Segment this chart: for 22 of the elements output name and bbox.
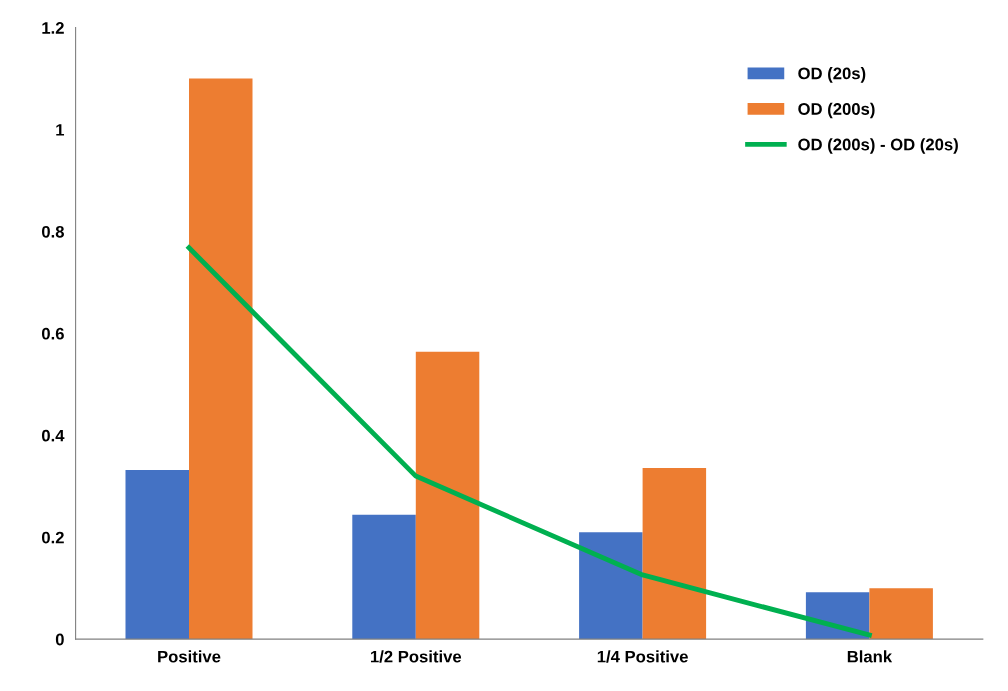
legend-label: OD (200s) bbox=[798, 102, 875, 119]
bar bbox=[415, 351, 480, 640]
y-tick-label: 0.2 bbox=[41, 531, 64, 544]
y-tick-label: 1 bbox=[56, 124, 65, 136]
bar bbox=[189, 78, 253, 640]
x-tick-label: Blank bbox=[847, 650, 893, 663]
bar bbox=[352, 514, 416, 640]
bar bbox=[642, 467, 707, 640]
y-tick-label: 0.8 bbox=[41, 225, 64, 238]
bar bbox=[869, 588, 933, 640]
x-tick-label: Positive bbox=[158, 650, 221, 663]
bar bbox=[579, 532, 643, 640]
y-tick-label: 1.2 bbox=[42, 22, 64, 34]
line-series bbox=[186, 245, 872, 638]
y-tick-label: 0 bbox=[55, 633, 64, 646]
y-tick-label: 0.4 bbox=[41, 429, 65, 442]
y-tick-label: 0.6 bbox=[41, 327, 64, 340]
legend-label: OD (20s) bbox=[798, 67, 866, 83]
x-tick-label: 1/2 Positive bbox=[371, 650, 462, 663]
x-tick-label: 1/4 Positive bbox=[597, 650, 688, 663]
bar bbox=[125, 469, 189, 640]
legend-label: OD (200s) - OD (20s) bbox=[798, 138, 958, 154]
